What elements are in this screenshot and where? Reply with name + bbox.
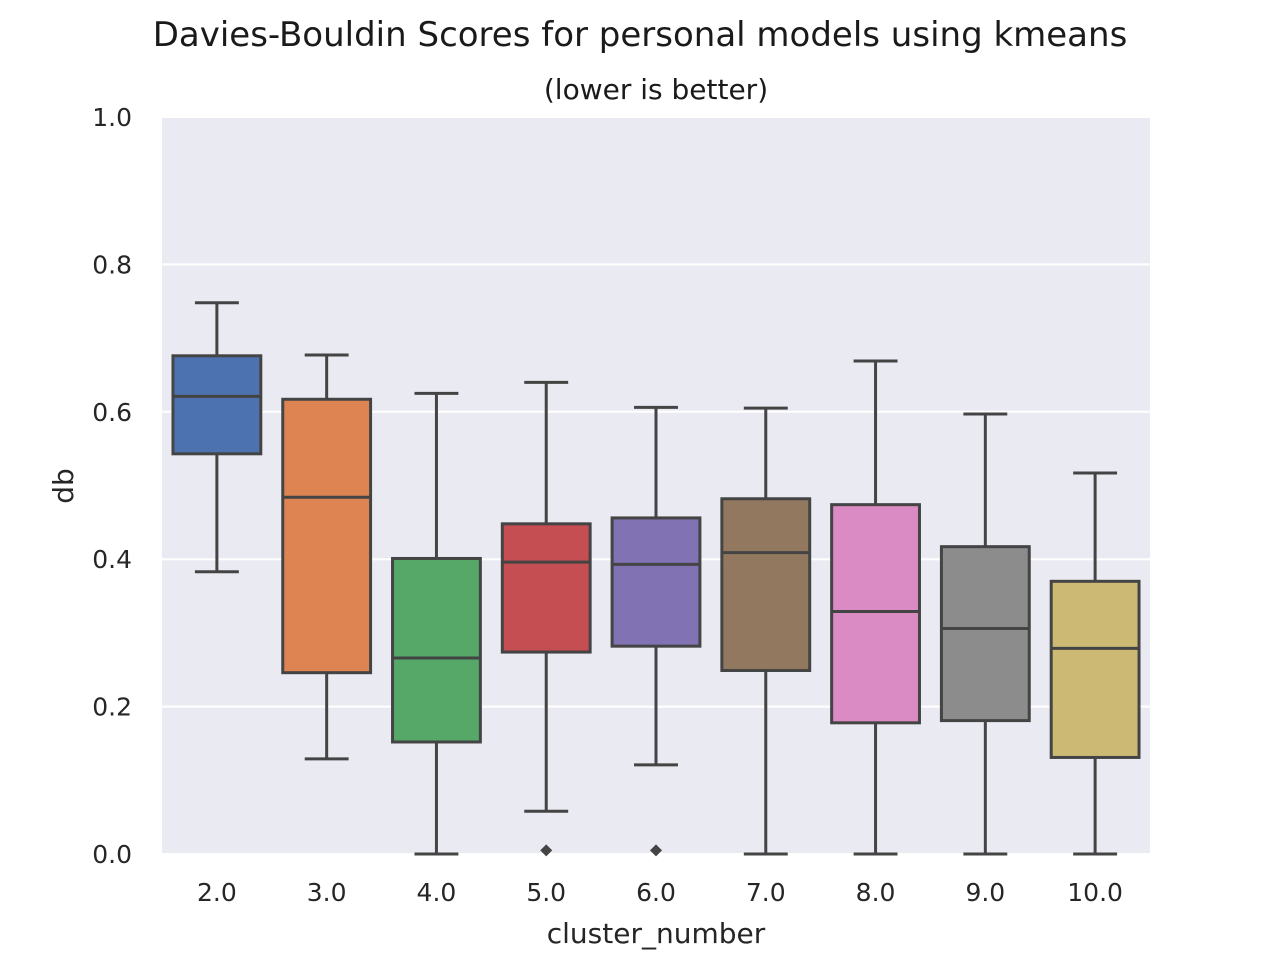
chart-subtitle: (lower is better) — [544, 73, 768, 106]
box-group — [830, 359, 921, 856]
x-tick-labels: 2.0 3.0 4.0 5.0 6.0 7.0 8.0 9.0 10.0 — [197, 878, 1123, 907]
x-axis-label: cluster_number — [547, 917, 766, 950]
box-iqr — [610, 516, 702, 648]
x-tick-label: 7.0 — [746, 878, 786, 907]
x-tick-label: 9.0 — [965, 878, 1005, 907]
y-tick-label: 0.2 — [92, 693, 132, 722]
box-group — [171, 301, 263, 574]
x-tick-label: 2.0 — [197, 878, 237, 907]
x-tick-label: 3.0 — [307, 878, 347, 907]
y-axis-label: db — [47, 468, 80, 504]
box-iqr — [939, 545, 1031, 723]
box-iqr — [1049, 579, 1141, 759]
box-group — [939, 412, 1031, 856]
box-group — [281, 353, 373, 761]
box-group — [391, 391, 482, 856]
x-tick-label: 8.0 — [856, 878, 896, 907]
chart-title: Davies-Bouldin Scores for personal model… — [153, 15, 1128, 55]
outlier-point — [540, 844, 553, 857]
box-group — [720, 406, 812, 856]
x-tick-label: 10.0 — [1067, 878, 1123, 907]
box-iqr — [500, 522, 592, 654]
y-tick-label: 0.8 — [92, 250, 132, 279]
box-iqr — [281, 397, 373, 675]
box-iqr — [830, 503, 921, 725]
box-iqr — [391, 556, 482, 744]
x-tick-label: 4.0 — [417, 878, 457, 907]
box-group — [500, 380, 592, 857]
y-tick-labels: 0.0 0.2 0.4 0.6 0.8 1.0 — [92, 103, 132, 869]
box-iqr — [171, 354, 263, 456]
box-group — [1049, 471, 1141, 856]
outlier-point — [650, 844, 662, 857]
x-tick-label: 6.0 — [636, 878, 676, 907]
x-tick-label: 5.0 — [526, 878, 566, 907]
box-iqr — [720, 497, 812, 672]
y-tick-label: 0.0 — [92, 840, 132, 869]
y-tick-label: 0.4 — [92, 545, 132, 574]
box-series — [171, 301, 1141, 857]
box-group — [610, 405, 702, 857]
y-tick-label: 0.6 — [92, 398, 132, 427]
y-tick-label: 1.0 — [92, 103, 132, 132]
